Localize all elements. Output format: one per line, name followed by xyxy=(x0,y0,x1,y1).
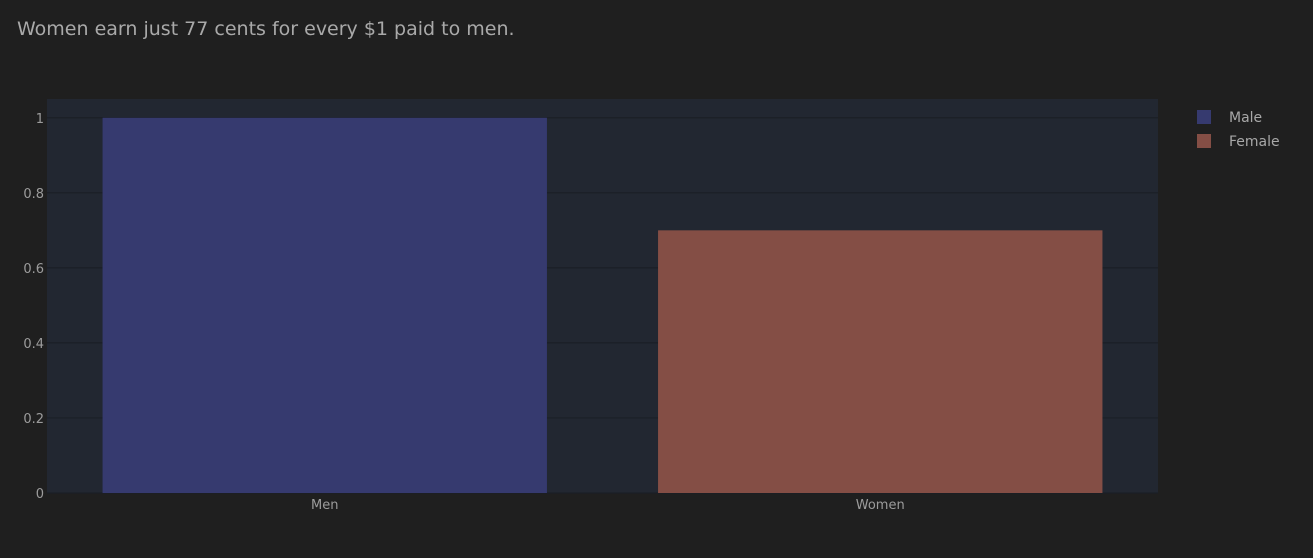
legend-item-female[interactable]: Female xyxy=(1197,134,1280,150)
legend-label: Female xyxy=(1229,134,1280,150)
y-tick-label: 0 xyxy=(36,487,44,502)
chart-title: Women earn just 77 cents for every $1 pa… xyxy=(17,18,515,40)
x-tick-label: Women xyxy=(856,498,905,513)
legend-swatch xyxy=(1197,110,1211,124)
x-tick-label: Men xyxy=(311,498,338,513)
bar-women[interactable] xyxy=(658,230,1103,494)
bar-men[interactable] xyxy=(102,117,547,493)
bars xyxy=(102,117,1103,494)
y-tick-label: 1 xyxy=(36,112,44,127)
y-tick-label: 0.2 xyxy=(23,412,44,427)
legend: Male Female xyxy=(1197,110,1280,150)
legend-label: Male xyxy=(1229,110,1262,126)
y-axis: 0 0.2 0.4 0.6 0.8 1 xyxy=(23,112,44,502)
y-tick-label: 0.4 xyxy=(23,337,44,352)
legend-item-male[interactable]: Male xyxy=(1197,110,1262,126)
y-tick-label: 0.8 xyxy=(23,187,44,202)
y-tick-label: 0.6 xyxy=(23,262,44,277)
x-axis: Men Women xyxy=(311,498,905,513)
legend-swatch xyxy=(1197,134,1211,148)
